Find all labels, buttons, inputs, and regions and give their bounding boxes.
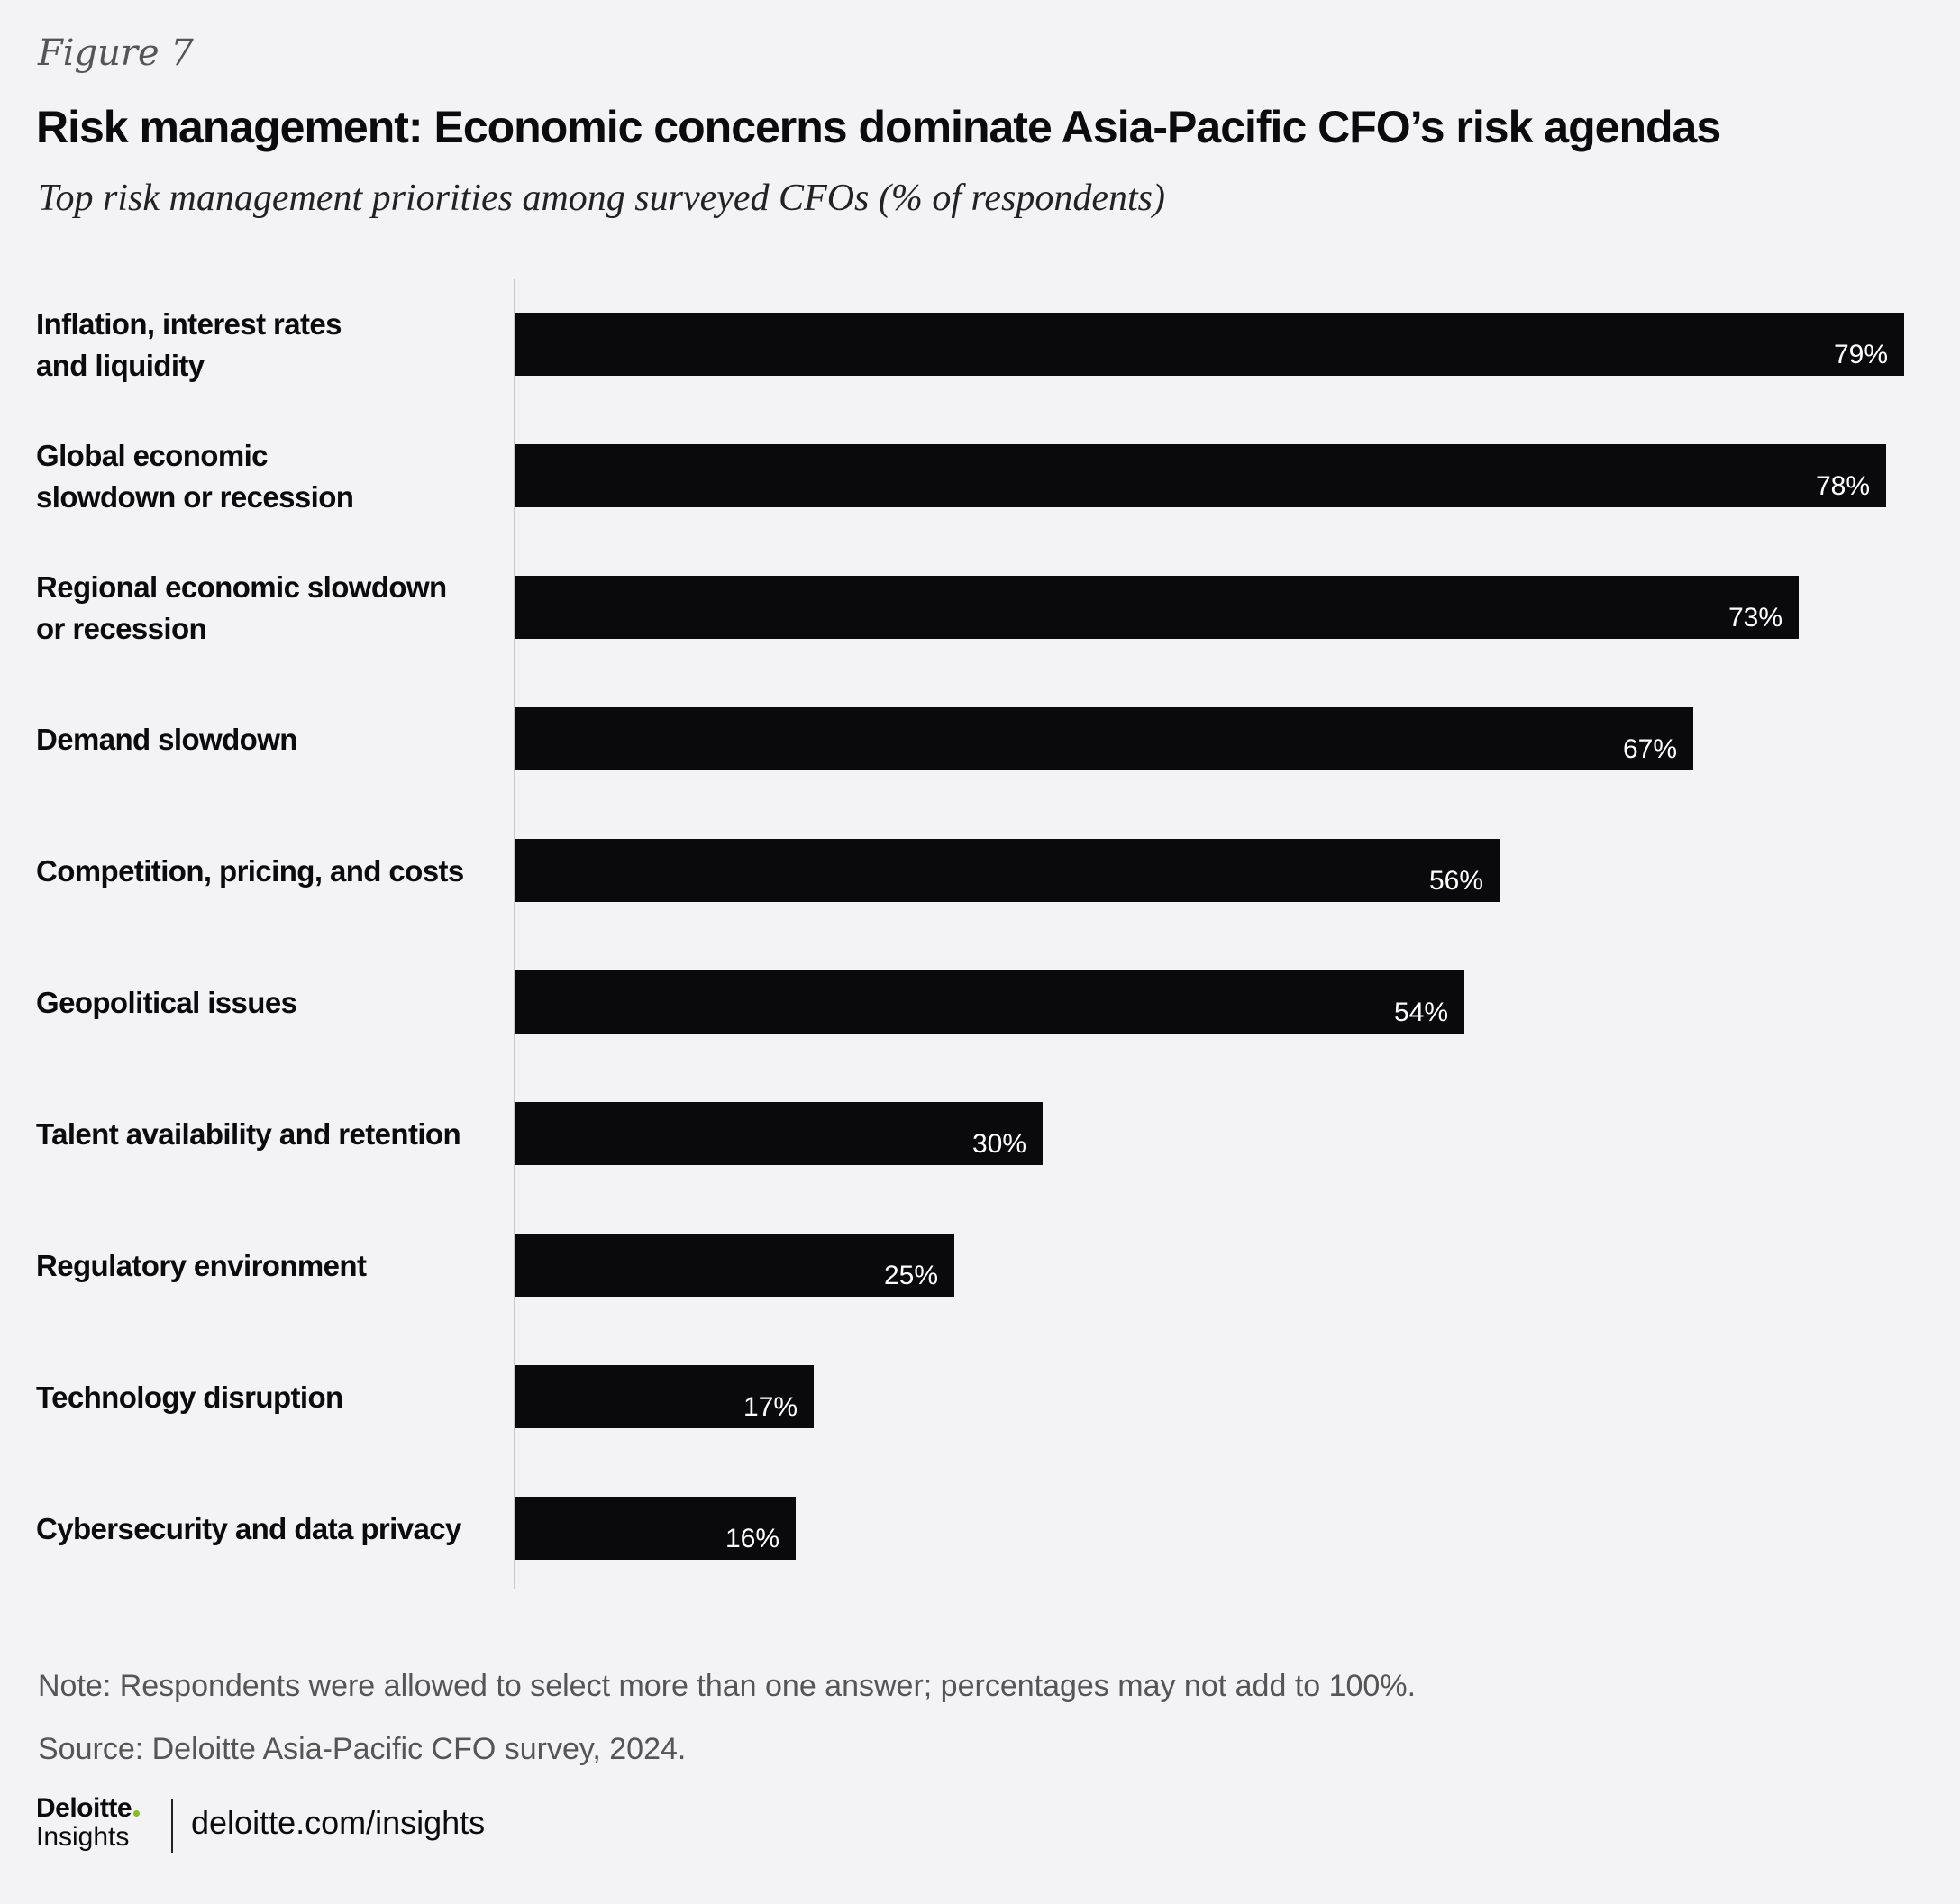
bar-row: Global economic slowdown or recession 78% [0, 411, 1960, 542]
bar: 73% [515, 576, 1799, 639]
bar: 56% [515, 839, 1500, 902]
bar-row: Competition, pricing, and costs 56% [0, 806, 1960, 937]
bar-row: Regulatory environment 25% [0, 1200, 1960, 1332]
bar: 17% [515, 1365, 814, 1428]
logo-subtext: Insights [36, 1822, 130, 1852]
category-label: Regional economic slowdown or recession [36, 570, 447, 645]
bar-value-label: 56% [1428, 866, 1483, 896]
logo-wordmark: Deloitte [36, 1793, 141, 1824]
bar: 54% [515, 970, 1464, 1034]
bar: 78% [515, 444, 1886, 507]
bar-row: Cybersecurity and data privacy 16% [0, 1463, 1960, 1595]
bar-value-label: 73% [1728, 603, 1782, 633]
bar-row: Technology disruption 17% [0, 1332, 1960, 1463]
bar: 16% [515, 1497, 796, 1560]
bar-value-label: 67% [1622, 734, 1677, 764]
bar-value-label: 54% [1393, 998, 1448, 1027]
bar-row: Regional economic slowdown or recession 7… [0, 542, 1960, 674]
bar-value-label: 78% [1815, 471, 1870, 501]
figure-label: Figure 7 [38, 32, 194, 74]
category-axis-line [514, 279, 515, 1589]
category-label: Competition, pricing, and costs [36, 854, 464, 888]
bar-value-label: 79% [1833, 340, 1888, 369]
category-label: Geopolitical issues [36, 986, 297, 1019]
category-label: Inflation, interest rates and liquidity [36, 307, 342, 382]
deloitte-insights-logo: Deloitte Insights [36, 1793, 180, 1856]
footer-divider [171, 1799, 173, 1853]
bar-row: Geopolitical issues 54% [0, 937, 1960, 1069]
bar-value-label: 16% [725, 1524, 779, 1553]
category-label: Regulatory environment [36, 1249, 367, 1282]
bar-row: Talent availability and retention 30% [0, 1069, 1960, 1200]
chart-subtitle: Top risk management priorities among sur… [38, 178, 1165, 219]
bar-row: Demand slowdown 67% [0, 674, 1960, 806]
bar: 25% [515, 1234, 954, 1297]
website-link[interactable]: deloitte.com/insights [191, 1804, 486, 1841]
footnote: Note: Respondents were allowed to select… [38, 1669, 1417, 1703]
bar-value-label: 30% [971, 1129, 1026, 1159]
bar: 30% [515, 1102, 1043, 1165]
bar-row: Inflation, interest rates and liquidity 7… [0, 279, 1960, 411]
bar-value-label: 17% [743, 1392, 798, 1422]
bar: 67% [515, 707, 1693, 770]
chart-title: Risk management: Economic concerns domin… [36, 102, 1721, 152]
bar: 79% [515, 313, 1904, 376]
logo-dot [133, 1810, 141, 1817]
bar-value-label: 25% [883, 1261, 938, 1290]
category-label: Global economic slowdown or recession [36, 439, 354, 514]
source-note: Source: Deloitte Asia-Pacific CFO survey… [38, 1732, 687, 1766]
category-label: Cybersecurity and data privacy [36, 1512, 461, 1545]
category-label: Technology disruption [36, 1380, 343, 1414]
category-label: Talent availability and retention [36, 1117, 461, 1151]
category-label: Demand slowdown [36, 723, 297, 756]
